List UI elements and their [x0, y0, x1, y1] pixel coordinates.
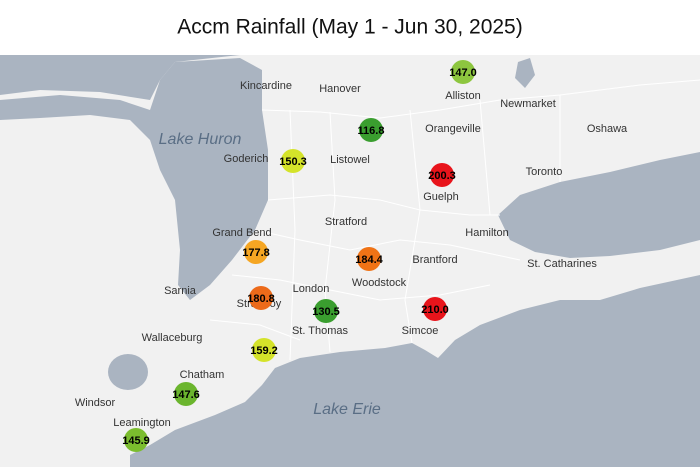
place-label: Goderich: [224, 153, 269, 165]
place-label: Stratford: [325, 216, 367, 228]
lake-label: Lake Erie: [313, 401, 381, 418]
place-label: Sarnia: [164, 285, 197, 297]
station-marker: [423, 297, 447, 321]
station-value: 200.3: [428, 170, 456, 182]
lake-label: Lake Huron: [159, 131, 242, 148]
place-label: Hanover: [319, 83, 361, 95]
place-label: Wallaceburg: [142, 332, 203, 344]
station-marker: [357, 247, 381, 271]
place-label: Orangeville: [425, 123, 481, 135]
station-marker: [124, 428, 148, 452]
station-marker: [174, 382, 198, 406]
station-value: 184.4: [355, 254, 383, 266]
place-label: Grand Bend: [212, 227, 271, 239]
station-value: 159.2: [250, 345, 278, 357]
place-label: Oshawa: [587, 123, 628, 135]
station-marker: [359, 118, 383, 142]
station-marker: [451, 60, 475, 84]
borders: [209, 79, 700, 361]
station-marker: [281, 149, 305, 173]
station-value: 150.3: [279, 156, 307, 168]
station-value: 177.8: [242, 247, 270, 259]
station-value: 130.5: [312, 306, 340, 318]
station-marker: [430, 163, 454, 187]
place-label: Leamington: [113, 417, 171, 429]
place-label: Hamilton: [465, 227, 508, 239]
station-value: 147.0: [449, 67, 477, 79]
lake-st-clair: [108, 354, 148, 390]
lake-erie: [130, 275, 700, 467]
place-label: London: [293, 283, 330, 295]
lake-simcoe: [515, 58, 535, 88]
station-marker: [314, 299, 338, 323]
map-title: Accm Rainfall (May 1 - Jun 30, 2025): [177, 16, 522, 39]
lake-huron: [0, 58, 268, 300]
place-label: Guelph: [423, 191, 458, 203]
station-value: 145.9: [122, 435, 150, 447]
water: [0, 55, 240, 100]
station-marker: [249, 286, 273, 310]
place-label: Woodstock: [352, 277, 407, 289]
place-label: Brantford: [412, 254, 457, 266]
place-label: Kincardine: [240, 80, 292, 92]
station-marker: [252, 338, 276, 362]
place-label: Alliston: [445, 90, 480, 102]
lake-ontario: [498, 152, 700, 258]
place-label: Windsor: [75, 397, 116, 409]
station-marker: [244, 240, 268, 264]
place-label: Newmarket: [500, 98, 556, 110]
station-value: 210.0: [421, 304, 449, 316]
place-label: Toronto: [526, 166, 563, 178]
labels: Lake Huron Lake Erie Kincardine Hanover Alli…: [75, 60, 628, 452]
station-value: 116.8: [358, 125, 385, 137]
station-value: 147.6: [172, 389, 200, 401]
place-label: Listowel: [330, 154, 370, 166]
place-label: Chatham: [180, 369, 225, 381]
place-label: St. Catharines: [527, 258, 597, 270]
place-label: Simcoe: [402, 325, 439, 337]
station-value: 180.8: [247, 293, 275, 305]
place-label: St. Thomas: [292, 325, 349, 337]
